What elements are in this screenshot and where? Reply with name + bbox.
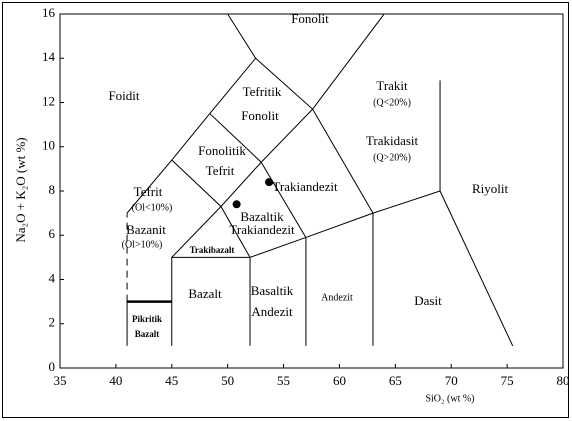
field-boundary bbox=[255, 57, 374, 214]
field-label: (Ol<10%) bbox=[132, 202, 173, 213]
field-label: Riyolit bbox=[472, 181, 509, 196]
x-tick-label: 65 bbox=[389, 373, 402, 388]
field-label: (Q<20%) bbox=[373, 97, 411, 108]
field-label: (Ol>10%) bbox=[122, 239, 163, 250]
field-label: Bazanit bbox=[126, 222, 166, 237]
y-tick-label: 14 bbox=[42, 49, 56, 64]
x-axis-label: SiO₂ (wt %) bbox=[425, 393, 474, 404]
x-tick-label: 60 bbox=[333, 373, 346, 388]
field-label: Fonolit bbox=[291, 11, 329, 26]
y-tick-label: 6 bbox=[49, 226, 56, 241]
field-label: Trakit bbox=[376, 78, 408, 93]
x-tick-label: 80 bbox=[557, 373, 570, 388]
frame bbox=[2, 2, 569, 418]
y-tick-label: 4 bbox=[49, 270, 56, 285]
field-boundary bbox=[209, 113, 307, 238]
data-point bbox=[232, 200, 241, 209]
field-label: Fonolit bbox=[241, 108, 279, 123]
field-label: Andezit bbox=[251, 304, 293, 319]
field-label: Trakidasit bbox=[366, 133, 419, 148]
field-label: (Q>20%) bbox=[373, 152, 411, 163]
field-label: Tefritik bbox=[243, 84, 282, 99]
field-label: Trakibazalt bbox=[190, 245, 235, 255]
x-tick-label: 55 bbox=[277, 373, 290, 388]
field-label: Foidit bbox=[108, 88, 139, 103]
y-tick-label: 8 bbox=[49, 182, 56, 197]
field-label: Bazaltik bbox=[240, 209, 284, 224]
field-label: Dasit bbox=[414, 293, 442, 308]
x-tick-label: 35 bbox=[54, 373, 67, 388]
field-boundary bbox=[439, 190, 514, 347]
x-tick-label: 40 bbox=[109, 373, 122, 388]
y-tick-label: 10 bbox=[42, 138, 55, 153]
field-label: Basaltik bbox=[251, 283, 294, 298]
field-label: Trakiandezit bbox=[272, 179, 338, 194]
y-tick-label: 0 bbox=[49, 359, 56, 374]
data-point bbox=[265, 178, 274, 187]
field-label: Tefrit bbox=[206, 163, 235, 178]
y-tick-label: 2 bbox=[49, 315, 56, 330]
x-tick-label: 50 bbox=[221, 373, 234, 388]
y-axis-label: Na₂O + K₂O (wt %) bbox=[13, 137, 28, 242]
field-label: Trakiandezit bbox=[229, 222, 295, 237]
field-boundary bbox=[171, 206, 222, 258]
x-tick-label: 45 bbox=[165, 373, 178, 388]
field-label: Bazalt bbox=[135, 329, 160, 339]
field-label: Pikritik bbox=[132, 314, 162, 324]
field-label: Fonolitik bbox=[198, 143, 246, 158]
y-tick-label: 16 bbox=[42, 5, 56, 20]
x-tick-label: 70 bbox=[445, 373, 458, 388]
field-label: Bazalt bbox=[188, 286, 222, 301]
field-label: Tefrit bbox=[134, 184, 163, 199]
x-tick-label: 75 bbox=[501, 373, 514, 388]
field-label: Andezit bbox=[321, 292, 353, 303]
field-boundary bbox=[220, 13, 385, 207]
y-tick-label: 12 bbox=[42, 93, 55, 108]
